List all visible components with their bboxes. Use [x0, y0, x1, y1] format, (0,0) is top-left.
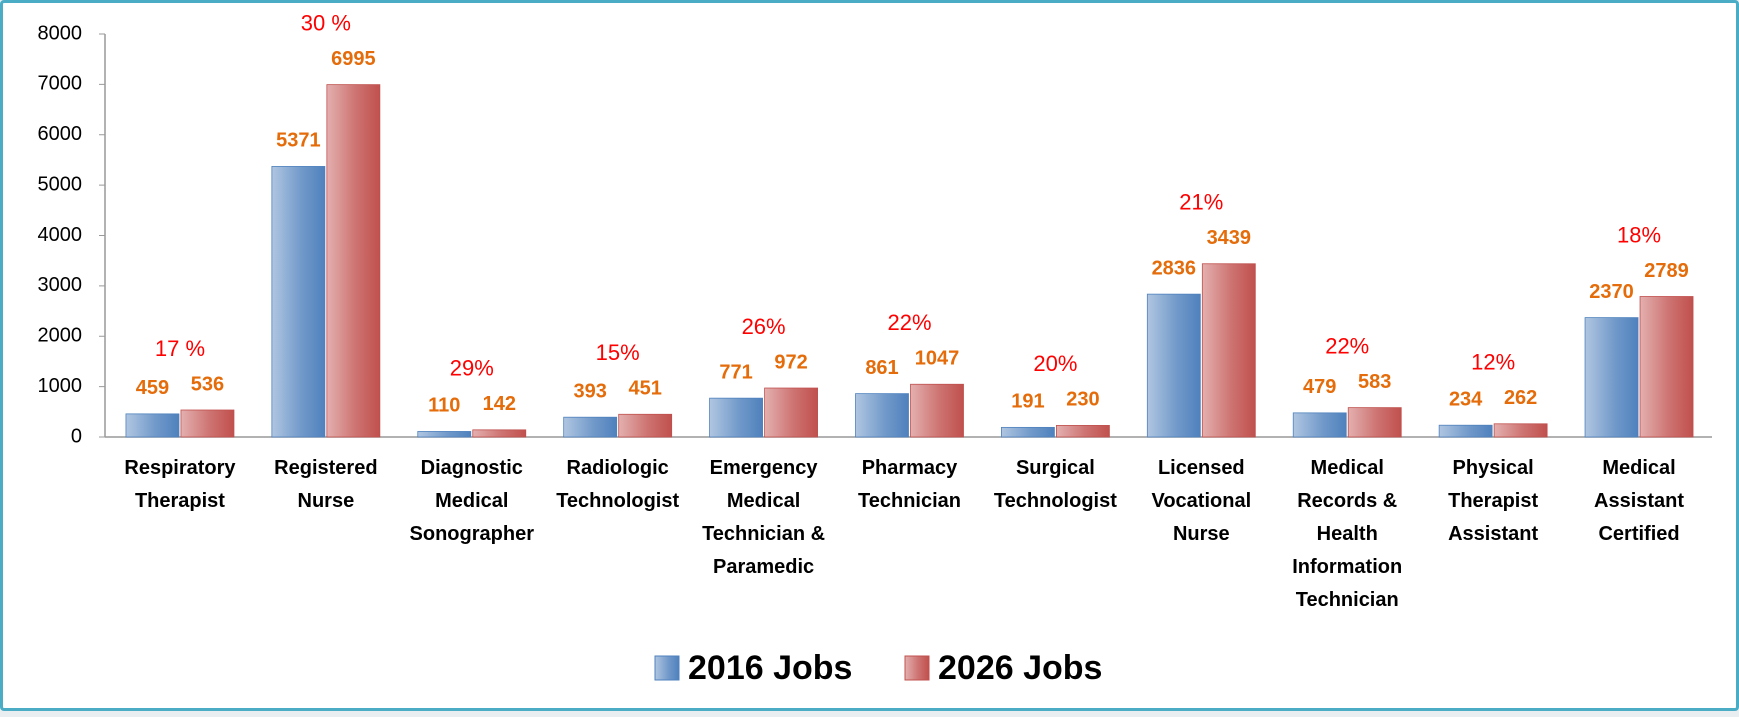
- value-label: 459: [136, 377, 169, 399]
- x-tick-label: Licensed Vocational Nurse: [1151, 457, 1252, 545]
- bar: [618, 413, 673, 438]
- x-tick-label: Medical Records & Health Information Tec…: [1292, 457, 1403, 611]
- value-label: 451: [628, 378, 661, 400]
- x-tick-label: Registered Nurse: [274, 457, 378, 512]
- x-tick-label: Surgical Technologist: [993, 457, 1117, 512]
- x-tick-label: Physical Therapist Assistant: [1448, 457, 1539, 545]
- legend-swatch: [654, 655, 680, 681]
- x-tick-label: Emergency Medical Technician & Paramedic: [702, 457, 826, 578]
- value-label: 262: [1504, 387, 1537, 409]
- y-tick-label: 4000: [38, 224, 83, 246]
- y-tick-label: 7000: [38, 73, 83, 95]
- bar: [1056, 425, 1110, 438]
- value-label: 479: [1303, 376, 1336, 398]
- value-label: 972: [774, 351, 807, 373]
- bar: [1347, 407, 1402, 438]
- y-tick-label: 6000: [38, 123, 83, 145]
- bar: [1201, 263, 1256, 438]
- growth-annotation: 12%: [1471, 350, 1515, 375]
- value-label: 142: [483, 393, 516, 415]
- bar: [563, 416, 618, 438]
- bar: [1292, 412, 1347, 438]
- growth-annotation: 22%: [1325, 333, 1369, 358]
- bar: [180, 409, 235, 438]
- legend-swatch: [904, 655, 930, 681]
- y-tick-label: 0: [71, 425, 82, 447]
- bar: [709, 397, 763, 438]
- y-tick-label: 2000: [38, 325, 83, 347]
- growth-annotation: 26%: [742, 314, 786, 339]
- bar: [1639, 296, 1694, 438]
- bar: [326, 84, 381, 438]
- value-label: 2836: [1152, 257, 1197, 279]
- value-label: 110: [428, 395, 460, 417]
- bar: [1001, 426, 1055, 438]
- bar: [910, 383, 964, 438]
- value-label: 2370: [1589, 281, 1634, 303]
- bar: [271, 166, 326, 438]
- growth-annotation: 17 %: [155, 336, 205, 361]
- x-tick-label: Medical Assistant Certified: [1594, 457, 1685, 545]
- value-label: 861: [865, 357, 898, 379]
- value-label: 1047: [915, 348, 960, 370]
- legend-label: 2026 Jobs: [938, 649, 1102, 687]
- value-label: 6995: [331, 48, 376, 70]
- bar: [1584, 317, 1639, 438]
- value-label: 536: [191, 373, 224, 395]
- bar: [1438, 424, 1493, 438]
- y-tick-label: 1000: [38, 375, 83, 397]
- value-label: 5371: [276, 130, 321, 152]
- value-label: 230: [1066, 389, 1099, 411]
- value-label: 771: [719, 361, 752, 383]
- growth-annotation: 20%: [1033, 351, 1077, 376]
- bar: [417, 431, 472, 438]
- growth-annotation: 29%: [450, 356, 494, 381]
- x-tick-label: Radiologic Technologist: [556, 457, 680, 512]
- value-label: 3439: [1207, 227, 1252, 249]
- growth-annotation: 30 %: [301, 10, 351, 35]
- value-label: 2789: [1644, 260, 1689, 282]
- growth-annotation: 22%: [887, 310, 931, 335]
- growth-annotation: 15%: [596, 340, 640, 365]
- x-tick-label: Diagnostic Medical Sonographer: [409, 457, 534, 545]
- y-tick-label: 5000: [38, 173, 83, 195]
- value-label: 234: [1449, 388, 1483, 410]
- y-tick-label: 3000: [38, 274, 83, 296]
- bar: [1146, 293, 1201, 438]
- bar: [764, 387, 818, 438]
- x-tick-label: Respiratory Therapist: [124, 457, 236, 512]
- x-tick-label: Pharmacy Technician: [858, 457, 961, 512]
- bar: [1493, 423, 1548, 438]
- bar: [125, 413, 180, 438]
- growth-annotation: 18%: [1617, 222, 1661, 247]
- y-tick-label: 8000: [38, 22, 83, 44]
- legend-label: 2016 Jobs: [688, 649, 852, 687]
- value-label: 583: [1358, 371, 1391, 393]
- bar: [472, 429, 527, 438]
- value-label: 393: [573, 380, 606, 402]
- growth-annotation: 21%: [1179, 190, 1223, 215]
- value-label: 191: [1011, 391, 1044, 413]
- bar: [855, 393, 909, 438]
